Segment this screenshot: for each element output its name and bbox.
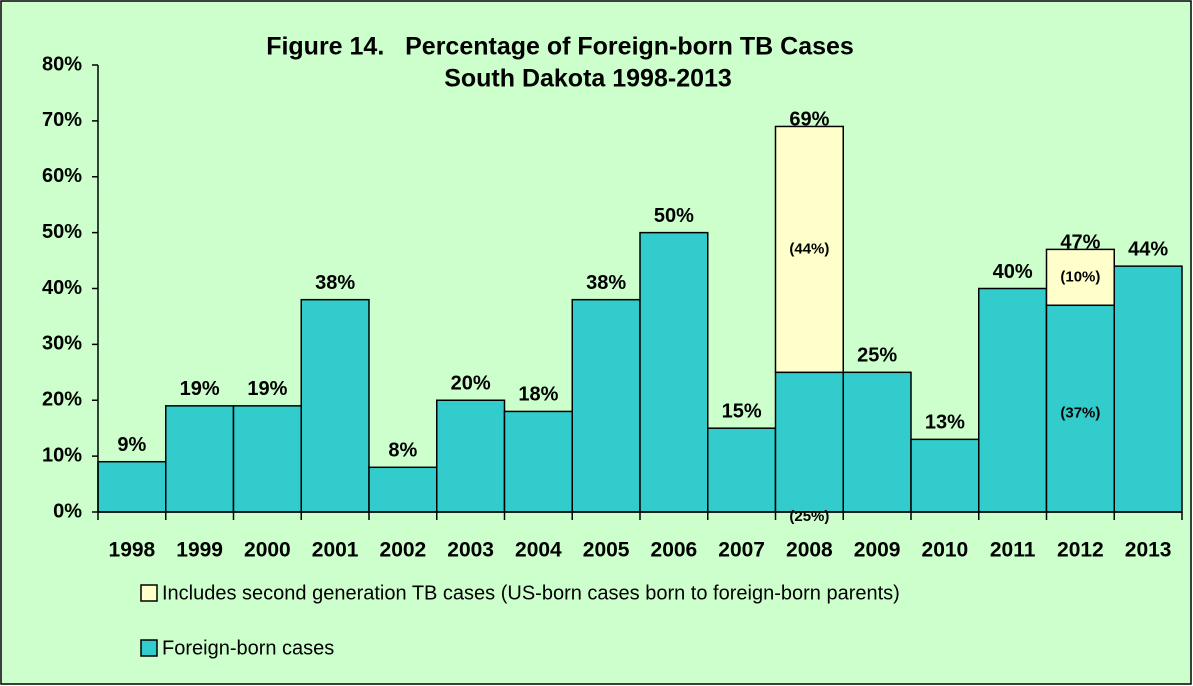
x-tick-label: 2005 — [583, 539, 630, 562]
data-label: 20% — [451, 373, 491, 395]
bar — [165, 405, 235, 513]
data-label: (25%) — [789, 508, 829, 525]
bar — [707, 427, 777, 513]
y-tick-label: 30% — [42, 333, 82, 355]
data-label: 50% — [654, 205, 694, 227]
data-label: 38% — [315, 272, 355, 294]
x-tick-label: 2006 — [651, 539, 698, 562]
x-tick-label: 2003 — [447, 539, 494, 562]
y-tick-label: 50% — [42, 221, 82, 243]
x-tick-label: 1999 — [176, 539, 223, 562]
data-label: 18% — [518, 384, 558, 406]
x-tick-label: 2001 — [312, 539, 359, 562]
y-tick-label: 10% — [42, 444, 82, 466]
bar — [503, 410, 573, 513]
data-label: 38% — [586, 272, 626, 294]
data-label: 25% — [857, 345, 897, 367]
data-label: (44%) — [789, 240, 829, 257]
bar — [978, 287, 1048, 513]
bar — [774, 125, 844, 374]
bar — [1113, 265, 1183, 513]
bar — [842, 371, 912, 513]
x-tick-label: 2000 — [244, 539, 291, 562]
x-tick-label: 2002 — [380, 539, 427, 562]
data-label: 8% — [388, 440, 417, 462]
bar — [639, 231, 709, 513]
data-label: 13% — [925, 412, 965, 434]
data-label: (37%) — [1060, 405, 1100, 422]
x-tick-label: 2013 — [1125, 539, 1172, 562]
x-tick-label: 2010 — [922, 539, 969, 562]
data-label: 9% — [117, 434, 146, 456]
bar — [910, 438, 980, 513]
y-tick-label: 0% — [53, 500, 82, 522]
data-label: 44% — [1128, 238, 1168, 260]
chart-title: Figure 14. Percentage of Foreign-born TB… — [266, 33, 854, 61]
y-tick-label: 60% — [42, 165, 82, 187]
y-tick-label: 70% — [42, 109, 82, 131]
x-tick-label: 2011 — [990, 539, 1036, 562]
x-tick-label: 2008 — [786, 539, 833, 562]
total-label: 47% — [1060, 232, 1100, 254]
y-tick-label: 20% — [42, 389, 82, 411]
legend-label: Includes second generation TB cases (US-… — [162, 582, 900, 604]
y-tick-label: 80% — [42, 53, 82, 75]
data-label: 19% — [247, 378, 287, 400]
bar — [300, 298, 370, 513]
x-tick-label: 1998 — [109, 539, 156, 562]
legend-swatch — [140, 584, 158, 602]
bar — [571, 298, 641, 513]
bar — [368, 466, 438, 513]
data-label: 15% — [722, 400, 762, 422]
chart-subtitle: South Dakota 1998-2013 — [444, 65, 732, 93]
data-label: (10%) — [1060, 268, 1100, 285]
legend-label: Foreign-born cases — [162, 637, 334, 659]
x-tick-label: 2007 — [718, 539, 765, 562]
x-tick-label: 2004 — [515, 539, 562, 562]
bar — [97, 460, 167, 513]
y-tick-label: 40% — [42, 277, 82, 299]
bar — [436, 399, 506, 513]
legend-swatch — [140, 639, 158, 657]
bar — [232, 405, 302, 513]
x-tick-label: 2009 — [854, 539, 901, 562]
bar — [774, 371, 844, 513]
x-tick-label: 2012 — [1057, 539, 1104, 562]
bar — [1045, 248, 1115, 307]
total-label: 69% — [789, 109, 829, 131]
data-label: 19% — [180, 378, 220, 400]
data-label: 40% — [993, 261, 1033, 283]
